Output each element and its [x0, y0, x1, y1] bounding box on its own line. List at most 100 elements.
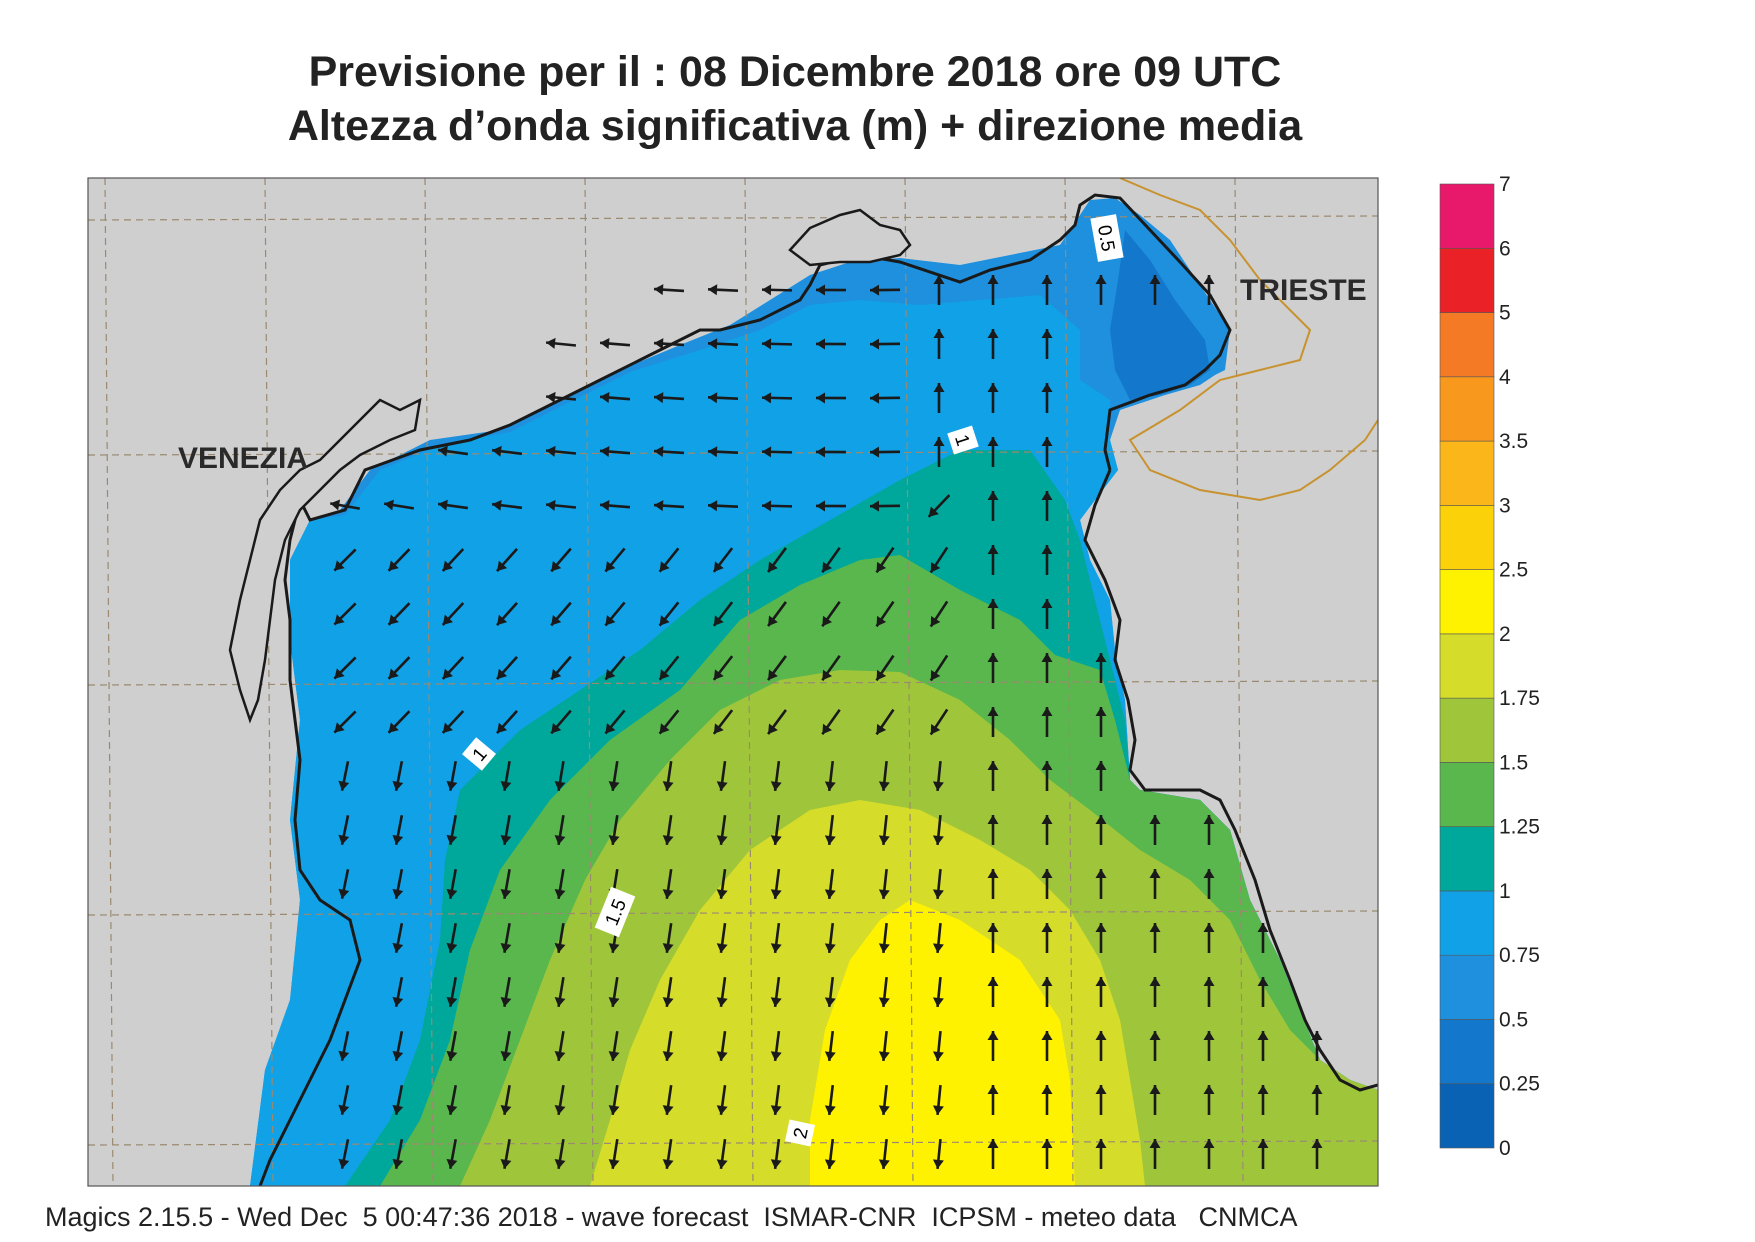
colorbar-tick-label: 3.5 [1499, 430, 1528, 453]
wave-direction-arrow [604, 709, 626, 735]
wave-direction-arrow [875, 654, 895, 682]
wave-direction-arrow [338, 1139, 350, 1169]
wave-direction-arrow [446, 815, 458, 845]
wave-direction-arrow [550, 547, 572, 573]
grid-meridian [1234, 178, 1244, 1186]
wave-direction-arrow [1041, 815, 1053, 845]
wave-direction-arrow [599, 392, 631, 403]
wave-direction-arrow [496, 547, 518, 573]
wave-direction-arrow [550, 709, 572, 735]
wave-direction-arrow [608, 976, 620, 1008]
wave-direction-arrow [932, 1138, 944, 1170]
wave-direction-arrow [599, 338, 631, 349]
wave-direction-arrow [770, 1084, 782, 1116]
wave-direction-arrow [446, 1139, 458, 1169]
wave-direction-arrow [608, 1030, 620, 1062]
wave-direction-arrow [599, 446, 631, 457]
wave-direction-arrow [761, 284, 793, 296]
forecast-title: Previsione per il : 08 Dicembre 2018 ore… [308, 48, 1282, 96]
wave-direction-arrow [815, 392, 847, 404]
wave-direction-arrow [716, 814, 728, 846]
colorbar-swatch [1439, 1083, 1495, 1149]
wave-direction-arrow [1149, 1031, 1161, 1061]
wave-direction-arrow [604, 655, 626, 681]
colorbar-swatch [1439, 376, 1495, 442]
grid-meridian [104, 178, 114, 1186]
wave-direction-arrow [387, 656, 411, 680]
wave-direction-arrow [770, 922, 782, 954]
wave-direction-arrow [437, 499, 469, 511]
wave-direction-arrow [554, 922, 566, 954]
wave-direction-arrow [770, 760, 782, 792]
wave-direction-arrow [333, 656, 357, 680]
wave-direction-arrow [1203, 923, 1215, 953]
wave-direction-arrow [987, 707, 999, 737]
wave-direction-arrow [441, 548, 465, 572]
wave-direction-arrow [333, 548, 357, 572]
wave-direction-arrow [761, 500, 793, 512]
wave-direction-arrow [987, 869, 999, 899]
wave-direction-arrow [653, 338, 685, 350]
wave-direction-arrow [500, 869, 512, 899]
wave-direction-arrow [550, 601, 572, 627]
wave-direction-arrow [824, 760, 836, 792]
wave-direction-arrow [716, 976, 728, 1008]
wave-direction-arrow [712, 709, 734, 735]
wave-direction-arrow [878, 1084, 890, 1116]
wave-direction-arrow [387, 710, 411, 734]
wave-direction-arrow [929, 546, 949, 574]
wave-direction-arrow [770, 868, 782, 900]
wave-direction-arrow [875, 600, 895, 628]
contour-label-2: 2 [784, 1119, 816, 1147]
wave-direction-arrow [1149, 869, 1161, 899]
wave-direction-arrow [1041, 869, 1053, 899]
wave-direction-arrow [333, 710, 357, 734]
wave-direction-arrow [491, 499, 523, 511]
wave-direction-arrow [554, 814, 566, 846]
wave-direction-arrow [815, 284, 847, 296]
wave-direction-arrow [878, 976, 890, 1008]
wave-direction-arrow [875, 546, 895, 574]
wave-direction-arrow [1311, 1031, 1323, 1061]
contour-label-1-north: 1 [947, 425, 979, 455]
wave-direction-arrow [875, 708, 895, 736]
wave-direction-arrow [653, 446, 685, 458]
wave-direction-arrow [927, 494, 951, 518]
wave-direction-arrow [1041, 923, 1053, 953]
wave-direction-arrow [1041, 1139, 1053, 1169]
wave-direction-arrow [491, 445, 523, 457]
wave-direction-arrow [1203, 1085, 1215, 1115]
colorbar-tick-label: 2.5 [1499, 559, 1528, 582]
wave-direction-arrow [545, 391, 577, 403]
wave-direction-arrow [500, 1031, 512, 1061]
grid-meridian [1064, 178, 1074, 1186]
wave-direction-arrow [608, 1084, 620, 1116]
wave-direction-arrow [1149, 923, 1161, 953]
wave-direction-arrow [824, 814, 836, 846]
wave-direction-arrow [878, 814, 890, 846]
wave-direction-arrow [987, 761, 999, 791]
wave-direction-arrow [1041, 977, 1053, 1007]
wave-direction-arrow [1257, 1139, 1269, 1169]
wave-direction-arrow [545, 445, 577, 457]
wave-direction-arrow [662, 1138, 674, 1170]
wave-direction-arrow [1041, 383, 1053, 413]
wave-direction-arrow [987, 923, 999, 953]
national-border [1119, 178, 1378, 502]
wave-direction-arrow [653, 392, 685, 404]
wave-direction-arrow [1041, 1031, 1053, 1061]
wave-direction-arrow [987, 383, 999, 413]
band-2 [810, 900, 1075, 1186]
wave-direction-arrow [1257, 977, 1269, 1007]
grid-meridian [744, 178, 754, 1186]
wave-direction-arrow [1203, 1139, 1215, 1169]
wave-direction-arrow [1095, 761, 1107, 791]
wave-direction-arrow [554, 760, 566, 792]
colorbar-tick-label: 2 [1499, 623, 1511, 646]
wave-direction-arrow [878, 922, 890, 954]
wave-direction-arrow [608, 760, 620, 792]
wave-direction-arrow [545, 337, 577, 349]
contour-label-0.5: 0.5 [1090, 214, 1124, 262]
wave-direction-arrow [392, 869, 404, 899]
